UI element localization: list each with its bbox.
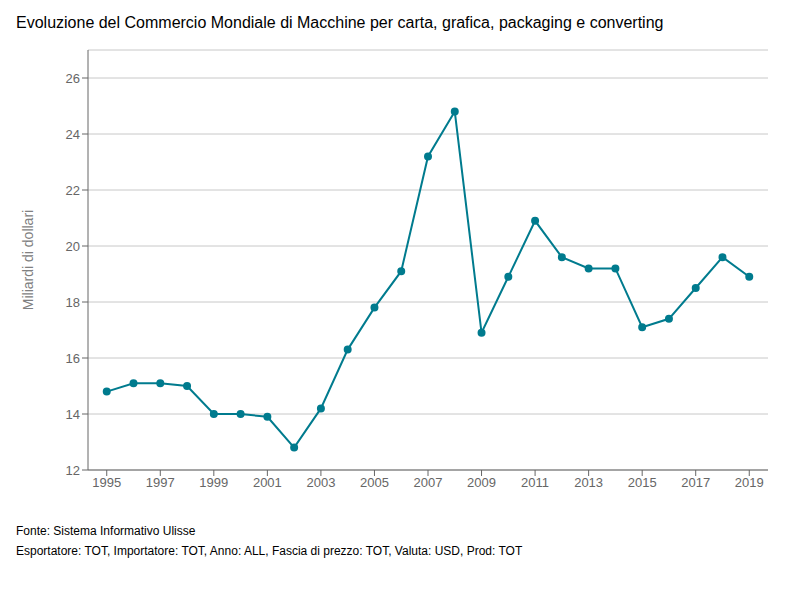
html-text:Fonte: Sistema Informativo Uli: Fonte: Sistema Informativo Ulisse (16, 524, 196, 538)
svg-text:2017: 2017 (681, 475, 710, 490)
svg-text:2007: 2007 (414, 475, 443, 490)
svg-text:1997: 1997 (146, 475, 175, 490)
svg-text:2009: 2009 (467, 475, 496, 490)
svg-text:Miliardi di dollari: Miliardi di dollari (20, 210, 36, 310)
svg-text:18: 18 (66, 295, 80, 310)
svg-text:2005: 2005 (360, 475, 389, 490)
svg-text:16: 16 (66, 351, 80, 366)
svg-text:1995: 1995 (92, 475, 121, 490)
svg-text:14: 14 (66, 407, 80, 422)
svg-text:26: 26 (66, 71, 80, 86)
svg-text:1999: 1999 (199, 475, 228, 490)
svg-text:20: 20 (66, 239, 80, 254)
svg-text:12: 12 (66, 463, 80, 478)
svg-text:2011: 2011 (521, 475, 549, 490)
svg-text:2019: 2019 (735, 475, 764, 490)
svg-text:24: 24 (66, 127, 80, 142)
svg-text:2013: 2013 (574, 475, 603, 490)
svg-text:2001: 2001 (253, 475, 282, 490)
svg-text:22: 22 (66, 183, 80, 198)
svg-text:2015: 2015 (628, 475, 657, 490)
html-text:Esportatore: TOT, Importatore:: Esportatore: TOT, Importatore: TOT, Anno… (16, 544, 523, 558)
html-text:Evoluzione del Commercio Mondi: Evoluzione del Commercio Mondiale di Mac… (16, 14, 664, 31)
svg-text:2003: 2003 (306, 475, 335, 490)
